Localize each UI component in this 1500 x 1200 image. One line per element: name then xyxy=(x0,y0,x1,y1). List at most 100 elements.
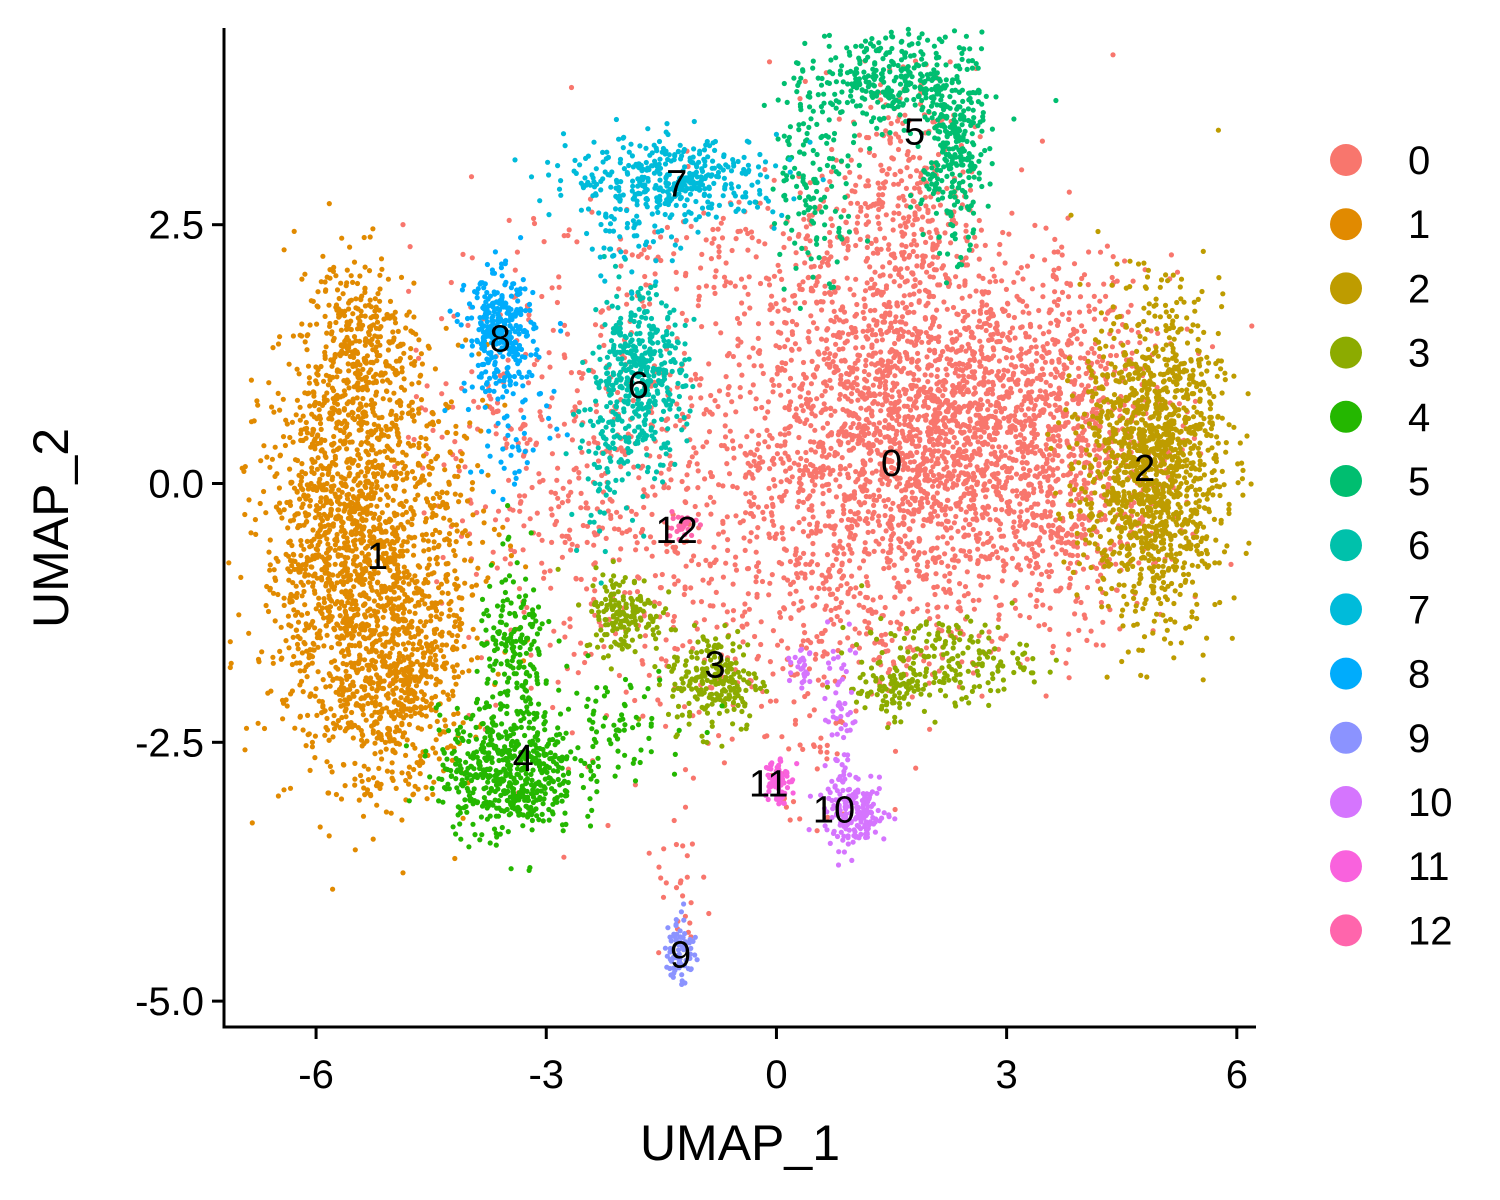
point-cluster-0 xyxy=(799,403,805,409)
point-cluster-1 xyxy=(280,434,287,440)
point-cluster-0 xyxy=(909,332,916,338)
point-cluster-1 xyxy=(255,720,261,726)
point-cluster-0 xyxy=(1088,628,1094,634)
point-cluster-0 xyxy=(810,320,817,326)
point-cluster-0 xyxy=(909,359,915,365)
point-cluster-0 xyxy=(999,507,1005,513)
point-cluster-0 xyxy=(901,515,907,521)
point-cluster-0 xyxy=(1076,627,1082,634)
point-cluster-0 xyxy=(779,498,785,504)
point-cluster-0 xyxy=(935,448,942,454)
point-cluster-0 xyxy=(824,260,831,266)
point-cluster-0 xyxy=(833,477,839,483)
point-cluster-0 xyxy=(1040,602,1046,608)
point-cluster-0 xyxy=(715,403,721,410)
point-cluster-0 xyxy=(828,291,834,297)
point-cluster-0 xyxy=(923,239,929,245)
point-cluster-0 xyxy=(846,447,852,453)
point-cluster-0 xyxy=(591,542,597,548)
point-cluster-0 xyxy=(997,241,1003,248)
point-cluster-0 xyxy=(856,499,862,505)
point-cluster-0 xyxy=(990,382,997,388)
point-cluster-0 xyxy=(688,223,694,229)
point-cluster-0 xyxy=(804,417,810,423)
point-cluster-0 xyxy=(963,464,969,470)
point-cluster-0 xyxy=(897,355,903,361)
point-cluster-0 xyxy=(897,586,903,592)
point-cluster-0 xyxy=(1209,344,1216,350)
point-cluster-0 xyxy=(864,280,870,286)
point-cluster-0 xyxy=(911,238,917,244)
point-cluster-0 xyxy=(815,444,821,450)
point-cluster-0 xyxy=(1038,488,1044,494)
point-cluster-0 xyxy=(1056,359,1062,365)
point-cluster-0 xyxy=(469,255,475,261)
point-cluster-0 xyxy=(794,322,800,328)
point-cluster-0 xyxy=(506,477,512,483)
point-cluster-0 xyxy=(991,273,997,279)
point-cluster-0 xyxy=(1037,448,1044,454)
point-cluster-0 xyxy=(871,492,877,498)
point-cluster-0 xyxy=(942,512,949,518)
point-cluster-0 xyxy=(1022,412,1028,418)
point-cluster-0 xyxy=(675,578,681,584)
point-cluster-0 xyxy=(889,637,895,644)
point-cluster-0 xyxy=(996,527,1003,533)
point-cluster-1 xyxy=(324,390,330,396)
point-cluster-0 xyxy=(907,526,913,532)
point-cluster-0 xyxy=(681,591,687,598)
point-cluster-0 xyxy=(888,410,894,416)
point-cluster-0 xyxy=(896,336,902,342)
point-cluster-0 xyxy=(978,434,984,440)
point-cluster-0 xyxy=(1022,418,1029,424)
point-cluster-0 xyxy=(1037,388,1043,394)
point-cluster-0 xyxy=(1010,488,1016,494)
point-cluster-0 xyxy=(821,674,827,680)
point-cluster-0 xyxy=(905,499,911,505)
point-cluster-0 xyxy=(739,300,745,306)
point-cluster-0 xyxy=(1013,434,1019,440)
point-cluster-0 xyxy=(1033,603,1039,610)
point-cluster-0 xyxy=(976,381,982,387)
point-cluster-0 xyxy=(757,454,763,460)
point-cluster-0 xyxy=(720,602,727,608)
point-cluster-0 xyxy=(727,280,734,286)
point-cluster-0 xyxy=(863,357,869,363)
point-cluster-0 xyxy=(674,286,680,292)
point-cluster-0 xyxy=(959,659,965,665)
point-cluster-0 xyxy=(767,698,774,704)
point-cluster-0 xyxy=(810,403,816,409)
point-cluster-0 xyxy=(928,234,934,241)
point-cluster-0 xyxy=(916,206,922,212)
point-cluster-0 xyxy=(992,325,999,331)
point-cluster-0 xyxy=(996,480,1002,486)
point-cluster-0 xyxy=(1125,309,1131,315)
point-cluster-0 xyxy=(1009,210,1015,216)
point-cluster-0 xyxy=(882,512,888,519)
point-cluster-0 xyxy=(1023,364,1029,370)
point-cluster-0 xyxy=(765,399,772,405)
point-cluster-0 xyxy=(828,169,835,175)
point-cluster-0 xyxy=(981,374,987,380)
point-cluster-0 xyxy=(975,439,981,445)
point-cluster-0 xyxy=(724,514,730,520)
point-cluster-0 xyxy=(1008,449,1014,455)
point-cluster-0 xyxy=(862,385,868,391)
point-cluster-0 xyxy=(837,567,843,574)
point-cluster-0 xyxy=(857,590,863,596)
point-cluster-0 xyxy=(853,334,859,340)
point-cluster-0 xyxy=(692,503,698,510)
point-cluster-0 xyxy=(658,656,665,662)
point-cluster-0 xyxy=(430,427,436,433)
point-cluster-0 xyxy=(1040,468,1046,474)
point-cluster-0 xyxy=(894,365,900,371)
point-cluster-0 xyxy=(925,602,931,608)
point-cluster-0 xyxy=(758,703,765,709)
point-cluster-0 xyxy=(985,379,992,385)
point-cluster-0 xyxy=(684,235,690,241)
point-cluster-0 xyxy=(1006,231,1012,237)
point-cluster-0 xyxy=(539,293,545,300)
point-cluster-0 xyxy=(838,583,844,589)
point-cluster-0 xyxy=(646,850,652,856)
point-cluster-0 xyxy=(901,293,907,299)
